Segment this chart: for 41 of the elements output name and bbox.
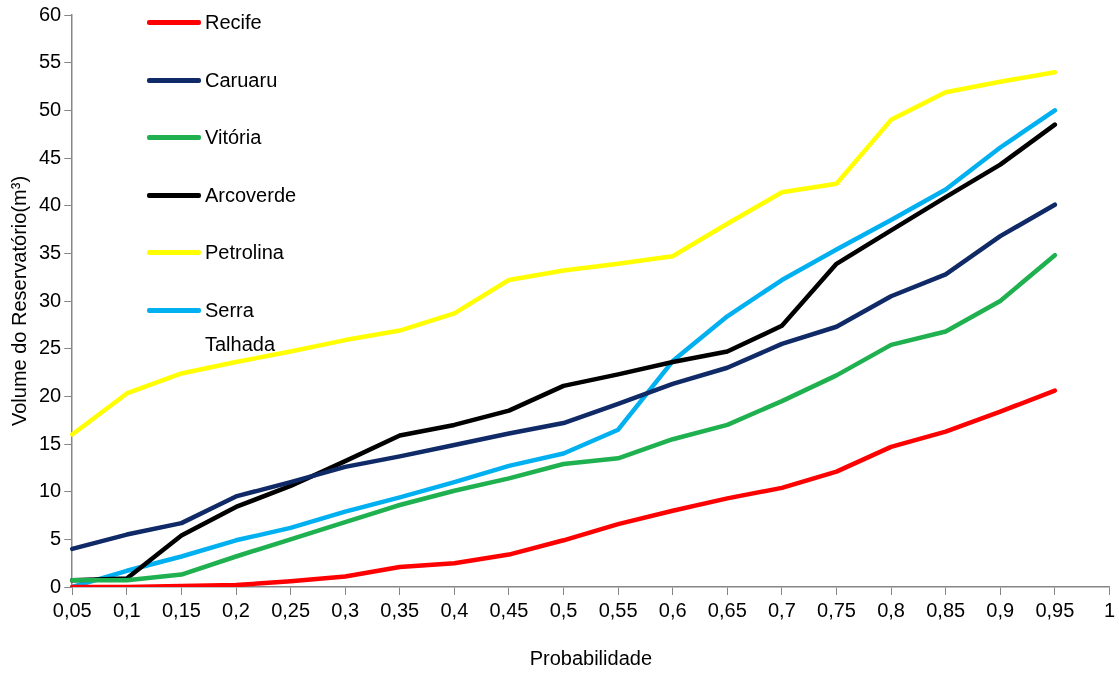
y-tick-label: 5 [50, 526, 62, 549]
x-tick-label: 0,9 [986, 598, 1015, 621]
legend-label: Vitória [205, 125, 263, 151]
legend-label: Recife [205, 10, 263, 35]
x-tick-label: 0,2 [222, 598, 250, 621]
x-tick-label: 0,15 [161, 598, 201, 621]
x-tick-label: 0,55 [598, 598, 638, 621]
y-tick-label: 40 [39, 193, 62, 216]
x-tick-label: 0,4 [440, 598, 469, 621]
x-tick-label: 0,65 [707, 598, 747, 621]
x-tick-label: 0,85 [926, 598, 966, 621]
x-tick-label: 0,8 [877, 598, 905, 621]
y-tick-label: 35 [39, 240, 62, 263]
x-tick-label: 0,7 [768, 598, 796, 621]
y-tick-label: 0 [50, 574, 62, 597]
y-tick-label: 55 [39, 50, 62, 73]
legend-label: Arcoverde [205, 182, 297, 208]
x-axis-title: Probabilidade [529, 646, 653, 669]
y-tick-label: 45 [39, 145, 62, 168]
x-tick-label: 0,45 [489, 598, 529, 621]
x-tick-label: 0,95 [1035, 598, 1075, 621]
y-tick-label: 50 [39, 97, 62, 120]
x-tick-label: 0,75 [817, 598, 856, 621]
y-tick-label: 25 [39, 336, 62, 359]
y-tick-label: 15 [39, 431, 62, 454]
x-tick-label: 0,6 [658, 598, 687, 621]
y-tick-label: 10 [39, 479, 62, 502]
y-tick-label: 20 [39, 383, 62, 406]
y-tick-label: 60 [39, 2, 62, 25]
x-tick-label: 0,05 [52, 598, 92, 621]
x-tick-label: 0,3 [331, 598, 360, 621]
legend-label: Caruaru [205, 67, 279, 93]
x-tick-label: 0,25 [271, 598, 311, 621]
y-tick-label: 30 [39, 288, 62, 311]
y-axis-title: Volume do Reservatório(m³) [7, 175, 30, 427]
x-tick-label: 1 [1103, 598, 1115, 621]
x-tick-label: 0,35 [380, 598, 420, 621]
x-tick-label: 0,1 [112, 598, 141, 621]
legend-label: Serra Talhada [205, 297, 277, 357]
legend-label: Petrolina [205, 240, 285, 266]
x-tick-label: 0,5 [549, 598, 578, 621]
